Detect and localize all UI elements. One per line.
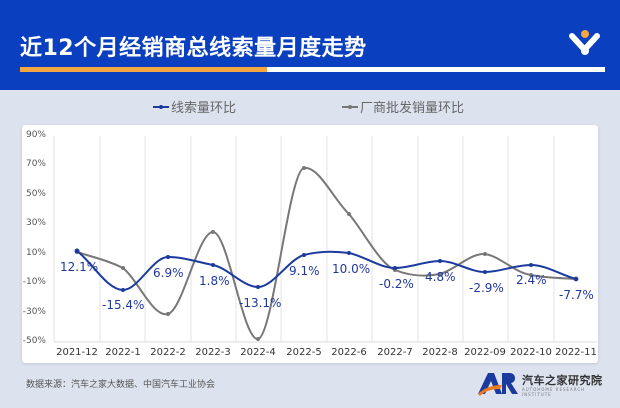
data-label: 1.8% [199,274,230,288]
data-label: 6.9% [153,266,184,280]
data-label: -0.2% [379,277,414,291]
y-tick: 30% [25,218,46,228]
chart-legend: 线索量环比 厂商批发销量环比 [0,97,620,116]
data-source-note: 数据来源：汽车之家大数据、中国汽车工业协会 [26,380,216,390]
data-label: 4.8% [425,270,456,284]
title-underline-accent [20,67,267,72]
brand-y-icon [569,30,600,55]
ar-logo-icon [478,373,518,396]
legend-item-leads[interactable]: 线索量环比 [153,97,236,116]
data-label: -13.1% [239,296,282,310]
x-tick: 2021-12 [56,347,98,358]
legend-label: 厂商批发销量环比 [360,101,465,116]
x-tick: 2022-3 [195,347,231,358]
series-wholesale-markers [75,166,579,341]
brand-subtitle: AUTOHOME RESEARCH INSTITUTE [522,387,586,397]
x-tick: 2022-8 [422,347,458,358]
legend-label: 线索量环比 [171,101,237,116]
y-tick: -10% [22,277,46,287]
x-tick: 2022-5 [286,347,322,358]
data-label: -2.9% [469,281,504,295]
x-tick: 2022-11 [555,347,597,358]
page-title: 近12个月经销商总线索量月度走势 [20,36,367,61]
y-tick: 70% [25,159,46,169]
x-tick: 2022-1 [105,347,141,358]
legend-marker-leads [153,104,169,109]
grid-lines [99,136,555,342]
x-tick: 2022-4 [240,347,276,358]
data-label: 9.1% [289,264,320,278]
data-label: -7.7% [559,288,594,302]
title-underline [267,67,605,72]
data-label: -15.4% [102,298,145,312]
header-banner: 近12个月经销商总线索量月度走势 [0,0,620,90]
brand-name: 汽车之家研究院 [522,374,603,387]
y-tick: 90% [25,130,46,140]
series-leads-markers [74,248,578,292]
y-tick: -30% [22,307,46,317]
x-tick: 2022-2 [150,347,186,358]
data-label: 10.0% [332,262,371,276]
x-tick: 2022-7 [377,347,413,358]
y-tick: 50% [25,189,46,199]
brand-logo: 汽车之家研究院 AUTOHOME RESEARCH INSTITUTE [476,370,616,397]
data-label: 12.1% [60,260,99,274]
y-tick: 10% [25,248,46,258]
x-tick: 2022-10 [510,347,552,358]
y-tick: -50% [22,336,46,346]
legend-marker-wholesale [342,104,358,109]
legend-item-wholesale[interactable]: 厂商批发销量环比 [342,97,464,116]
chart-area [22,125,598,363]
data-label: 2.4% [516,273,547,287]
x-tick: 2022-6 [331,347,367,358]
x-tick: 2022-09 [464,347,506,358]
